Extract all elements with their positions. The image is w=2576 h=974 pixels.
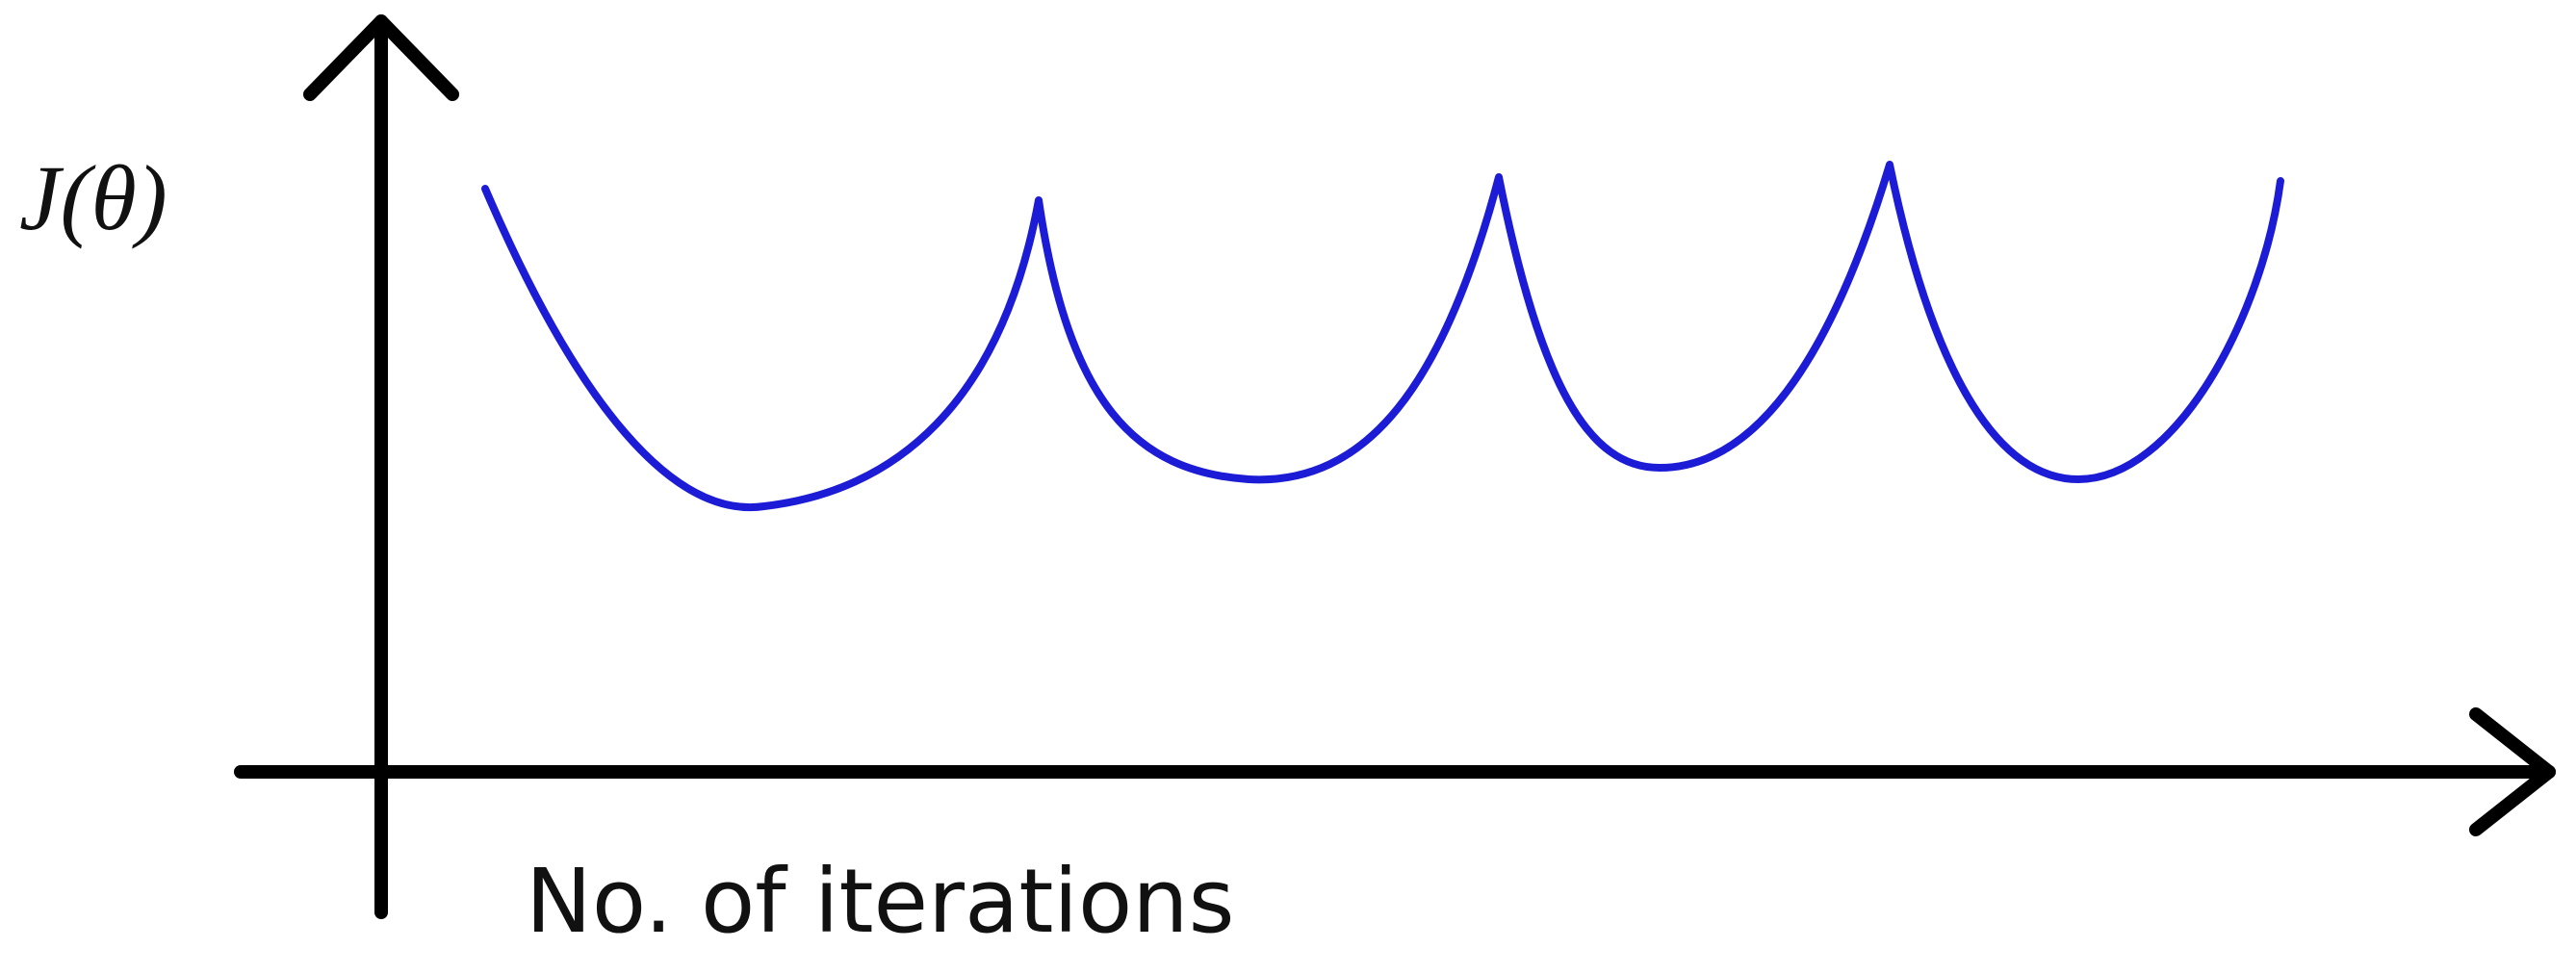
x-axis-arrow [2469,707,2556,836]
y-axis-arrow [303,14,459,101]
y-axis-label: J(θ) [19,146,167,249]
cost-curve [481,161,2284,512]
x-axis-label: No. of iterations [526,850,1235,953]
